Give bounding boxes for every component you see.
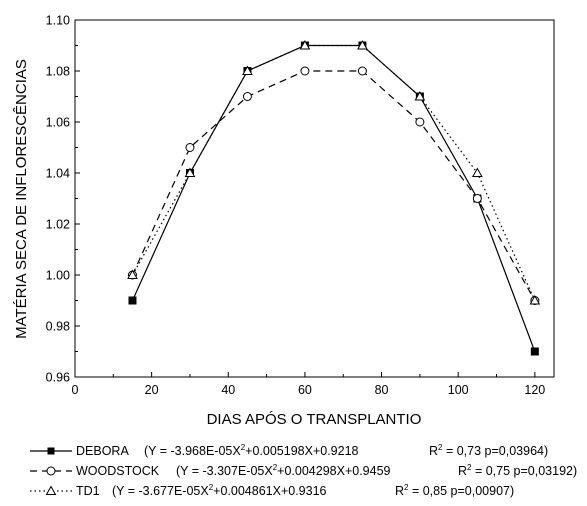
series-layer bbox=[127, 39, 541, 356]
y-tick-label: 1.04 bbox=[46, 167, 70, 181]
y-tick-label: 0.98 bbox=[46, 320, 70, 334]
x-tick-label: 100 bbox=[448, 383, 469, 397]
data-point-td1 bbox=[127, 269, 138, 279]
legend-item-debora: DEBORA (Y = -3.968E-05X2+0.005198X+0.921… bbox=[28, 441, 587, 461]
y-tick-label: 1.10 bbox=[46, 14, 70, 28]
legend-swatch-woodstock bbox=[30, 466, 72, 476]
data-point-td1 bbox=[242, 65, 253, 75]
data-point-td1 bbox=[414, 90, 426, 101]
data-point-td1 bbox=[184, 167, 196, 177]
legend-r2-td1: R2 = 0,85 p=0,00907) bbox=[395, 483, 515, 499]
x-tick-label: 20 bbox=[145, 383, 159, 397]
series-line-debora bbox=[131, 44, 536, 352]
y-tick-label: 0.96 bbox=[46, 371, 70, 385]
legend-item-td1: TD1 (Y = -3.677E-05X2+0.004861X+0.9316 R… bbox=[28, 481, 587, 501]
legend-r2-woodstock: R2 = 0,75 p=0,03192) bbox=[458, 463, 578, 479]
legend: DEBORA (Y = -3.968E-05X2+0.005198X+0.921… bbox=[28, 441, 587, 501]
legend-label-woodstock: WOODSTOCK bbox=[76, 464, 160, 478]
legend-label-debora: DEBORA bbox=[76, 444, 129, 458]
x-tick-label: 120 bbox=[524, 383, 545, 397]
series-td1 bbox=[127, 39, 541, 305]
data-point-woodstock bbox=[185, 143, 195, 152]
legend-equation-woodstock: (Y = -3.307E-05X2+0.004298X+0.9459 bbox=[176, 463, 391, 479]
legend-swatch-td1 bbox=[30, 485, 72, 495]
data-point-woodstock bbox=[242, 92, 252, 101]
data-point-woodstock bbox=[300, 66, 310, 76]
data-point-woodstock bbox=[415, 117, 425, 127]
data-point-td1 bbox=[357, 39, 368, 50]
x-axis-title: DIAS APÓS O TRANSPLANTIO bbox=[207, 411, 422, 428]
data-point-debora bbox=[530, 347, 539, 356]
y-tick-label: 1.02 bbox=[46, 218, 70, 232]
chart: 0 20 40 60 80 100 120 0.96 0.98 1.00 1.02 1.04 1.06 1… bbox=[13, 14, 555, 428]
data-point-woodstock bbox=[357, 66, 367, 76]
x-tick-label: 40 bbox=[221, 383, 235, 397]
series-woodstock bbox=[127, 66, 540, 305]
y-tick-label: 1.06 bbox=[46, 116, 70, 130]
legend-label-td1: TD1 bbox=[76, 484, 100, 498]
x-tick-label: 80 bbox=[375, 383, 389, 397]
y-axis-title: MATÉRIA SECA DE INFLORESCÊNCIAS bbox=[13, 59, 30, 339]
x-tick-label: 0 bbox=[72, 383, 79, 397]
data-point-td1 bbox=[299, 39, 311, 50]
y-tick-label: 1.00 bbox=[46, 269, 70, 283]
legend-item-woodstock: WOODSTOCK (Y = -3.307E-05X2+0.004298X+0.… bbox=[28, 461, 587, 481]
series-line-woodstock bbox=[131, 70, 536, 301]
plot-frame bbox=[74, 19, 555, 378]
y-tick-label: 1.08 bbox=[46, 65, 70, 79]
legend-equation-td1: (Y = -3.677E-05X2+0.004861X+0.9316 bbox=[112, 483, 327, 499]
data-point-debora bbox=[128, 296, 137, 305]
legend-equation-debora: (Y = -3.968E-05X2+0.005198X+0.9218 bbox=[144, 443, 359, 459]
data-point-woodstock bbox=[472, 194, 482, 203]
legend-swatch-debora bbox=[30, 447, 72, 455]
legend-r2-debora: R2 = 0,73 p=0,03964) bbox=[429, 443, 549, 459]
axis-ticks: 0 20 40 60 80 100 120 0.96 0.98 1.00 1.02 1.04 1.06 1… bbox=[46, 14, 546, 398]
x-tick-label: 60 bbox=[298, 383, 312, 397]
data-point-td1 bbox=[529, 294, 541, 305]
data-point-td1 bbox=[472, 167, 483, 177]
